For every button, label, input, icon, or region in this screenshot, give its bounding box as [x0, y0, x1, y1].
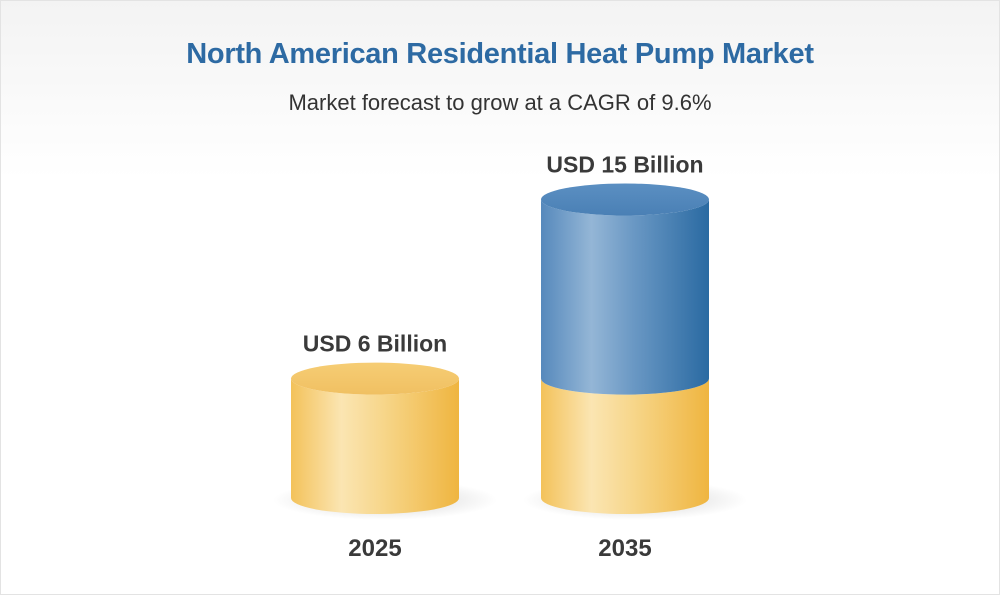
- data-label-2025: USD 6 Billion: [303, 331, 447, 357]
- x-tick-label-2035: 2035: [598, 535, 651, 562]
- data-label-2035: USD 15 Billion: [546, 152, 703, 178]
- bar-growth-segment-2035: [541, 199, 709, 395]
- chart-subtitle: Market forecast to grow at a CAGR of 9.6…: [288, 90, 712, 115]
- bar-top-2035: [541, 183, 709, 216]
- bar-top-2025: [291, 362, 459, 395]
- bar-2025: [291, 378, 459, 514]
- bar-base-segment-2035: [541, 378, 709, 514]
- x-tick-label-2025: 2025: [348, 535, 401, 562]
- chart-title: North American Residential Heat Pump Mar…: [186, 38, 814, 70]
